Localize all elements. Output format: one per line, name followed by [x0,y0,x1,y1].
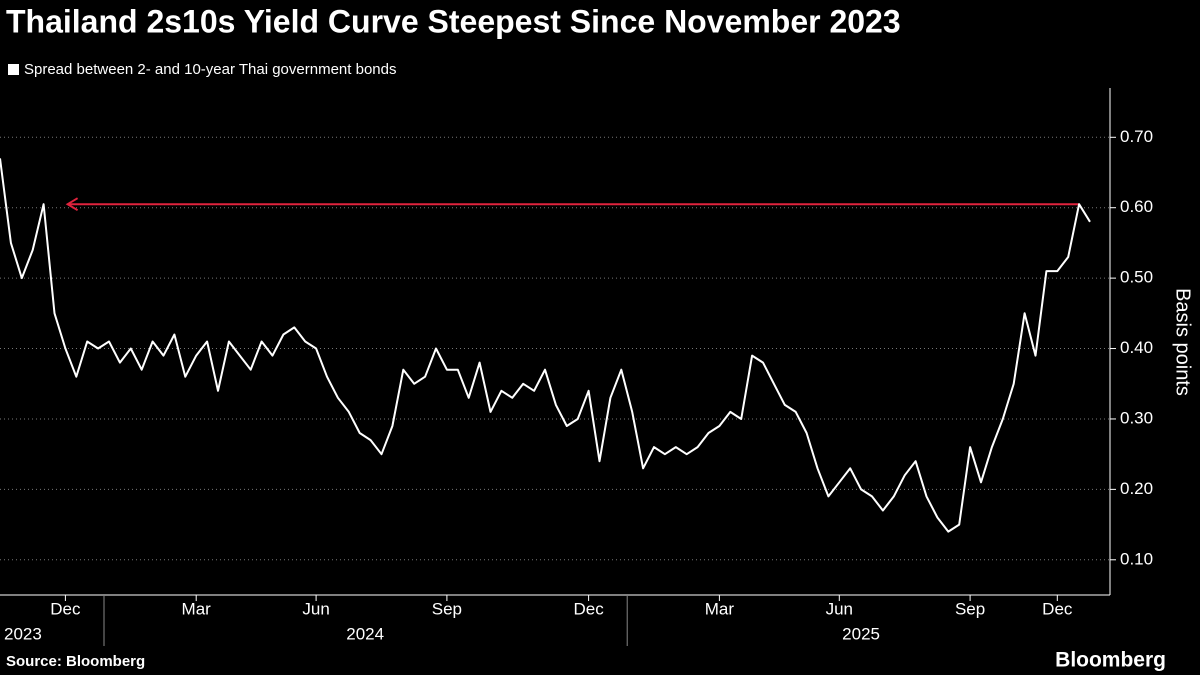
x-tick-label: Dec [50,599,81,618]
x-tick-label: Sep [432,599,462,618]
series-line [0,158,1091,533]
x-tick-label: Jun [302,599,329,618]
y-tick-label: 0.10 [1120,549,1153,568]
y-tick-label: 0.30 [1120,408,1153,427]
year-label: 2025 [842,624,880,643]
y-tick-label: 0.60 [1120,197,1153,216]
legend-label: Spread between 2- and 10-year Thai gover… [24,61,396,78]
y-tick-label: 0.40 [1120,338,1153,357]
x-tick-label: Sep [955,599,985,618]
reference-arrowhead [65,197,79,212]
x-tick-label: Mar [705,599,735,618]
x-tick-label: Jun [826,599,853,618]
source: Source: Bloomberg [6,653,145,670]
y-axis-label: Basis points [1172,288,1194,396]
x-tick-label: Dec [573,599,604,618]
chart-title: Thailand 2s10s Yield Curve Steepest Sinc… [6,3,901,39]
x-tick-label: Mar [182,599,212,618]
y-tick-label: 0.20 [1120,479,1153,498]
x-tick-label: Dec [1042,599,1073,618]
year-label: 2024 [346,624,384,643]
brand: Bloomberg [1055,649,1166,672]
year-label: 2023 [4,624,42,643]
y-tick-label: 0.70 [1120,127,1153,146]
legend-swatch [8,64,19,75]
y-tick-label: 0.50 [1120,268,1153,287]
